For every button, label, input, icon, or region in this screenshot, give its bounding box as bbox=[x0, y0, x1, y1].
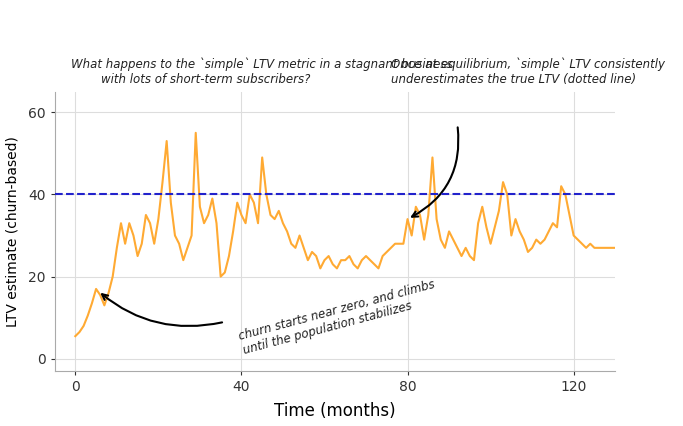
Y-axis label: LTV estimate (churn-based): LTV estimate (churn-based) bbox=[5, 136, 20, 327]
Text: Once at equilibrium, `simple` LTV consistently
underestimates the true LTV (dott: Once at equilibrium, `simple` LTV consis… bbox=[391, 58, 665, 86]
Text: churn starts near zero, and climbs
until the population stabilizes: churn starts near zero, and climbs until… bbox=[237, 278, 441, 357]
X-axis label: Time (months): Time (months) bbox=[274, 403, 395, 420]
Text: What happens to the `simple` LTV metric in a stagnant business
        with lots: What happens to the `simple` LTV metric … bbox=[71, 58, 453, 86]
